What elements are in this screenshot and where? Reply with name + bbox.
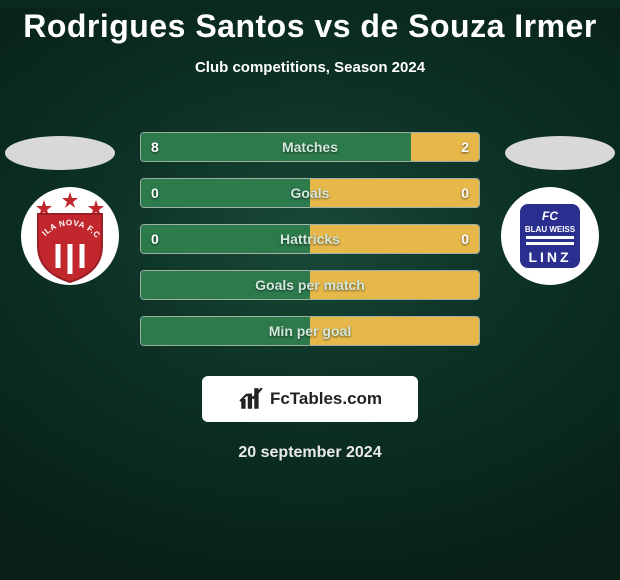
svg-text:LINZ: LINZ: [528, 249, 571, 265]
date-text: 20 september 2024: [0, 444, 620, 462]
stat-row: 00Hattricks: [140, 224, 480, 254]
subtitle: Club competitions, Season 2024: [0, 59, 620, 76]
stats-container: 82Matches 00Goals 00Hattricks Goals per mat…: [140, 132, 480, 362]
vila-nova-icon: VILA NOVA F.C.: [20, 186, 120, 286]
svg-text:BLAU WEISS: BLAU WEISS: [525, 225, 576, 234]
player-photo-left: [5, 136, 115, 170]
brand-badge: FcTables.com: [202, 376, 418, 422]
stat-label: Hattricks: [141, 225, 479, 253]
stat-row: 82Matches: [140, 132, 480, 162]
stat-row: 00Goals: [140, 178, 480, 208]
stat-row: Min per goal: [140, 316, 480, 346]
club-badge-left: VILA NOVA F.C.: [20, 186, 120, 286]
stat-label: Goals: [141, 179, 479, 207]
stat-label: Goals per match: [141, 271, 479, 299]
stat-label: Min per goal: [141, 317, 479, 345]
club-badge-right: FC BLAU WEISS LINZ: [500, 186, 600, 286]
svg-text:FC: FC: [542, 209, 558, 223]
brand-text: FcTables.com: [270, 389, 382, 409]
bar-chart-icon: [238, 386, 264, 412]
stat-row: Goals per match: [140, 270, 480, 300]
stat-label: Matches: [141, 133, 479, 161]
player-photo-right: [505, 136, 615, 170]
page-title: Rodrigues Santos vs de Souza Irmer: [0, 8, 620, 45]
blau-weiss-linz-icon: FC BLAU WEISS LINZ: [500, 186, 600, 286]
